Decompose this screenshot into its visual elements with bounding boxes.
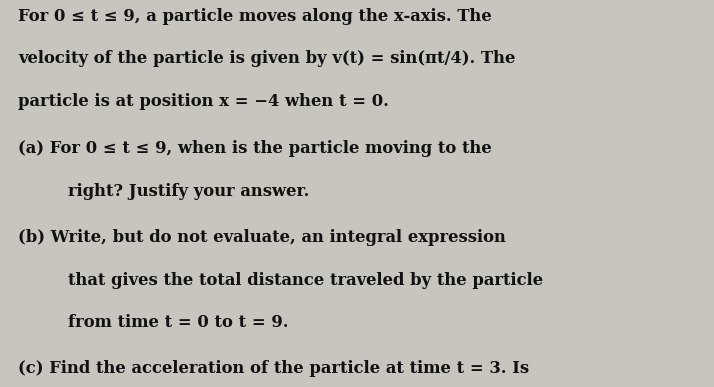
Text: from time t = 0 to t = 9.: from time t = 0 to t = 9. [68,314,288,331]
Text: particle is at position x = −4 when t = 0.: particle is at position x = −4 when t = … [18,93,388,110]
Text: For 0 ≤ t ≤ 9, a particle moves along the x-axis. The: For 0 ≤ t ≤ 9, a particle moves along th… [18,8,492,25]
Text: (b) Write, but do not evaluate, an integral expression: (b) Write, but do not evaluate, an integ… [18,229,506,246]
Text: (c) Find the acceleration of the particle at time t = 3. Is: (c) Find the acceleration of the particl… [18,360,529,377]
Text: velocity of the particle is given by v(t) = sin(πt/4). The: velocity of the particle is given by v(t… [18,50,516,67]
Text: (a) For 0 ≤ t ≤ 9, when is the particle moving to the: (a) For 0 ≤ t ≤ 9, when is the particle … [18,140,492,157]
Text: right? Justify your answer.: right? Justify your answer. [68,183,309,200]
Text: that gives the total distance traveled by the particle: that gives the total distance traveled b… [68,272,543,289]
